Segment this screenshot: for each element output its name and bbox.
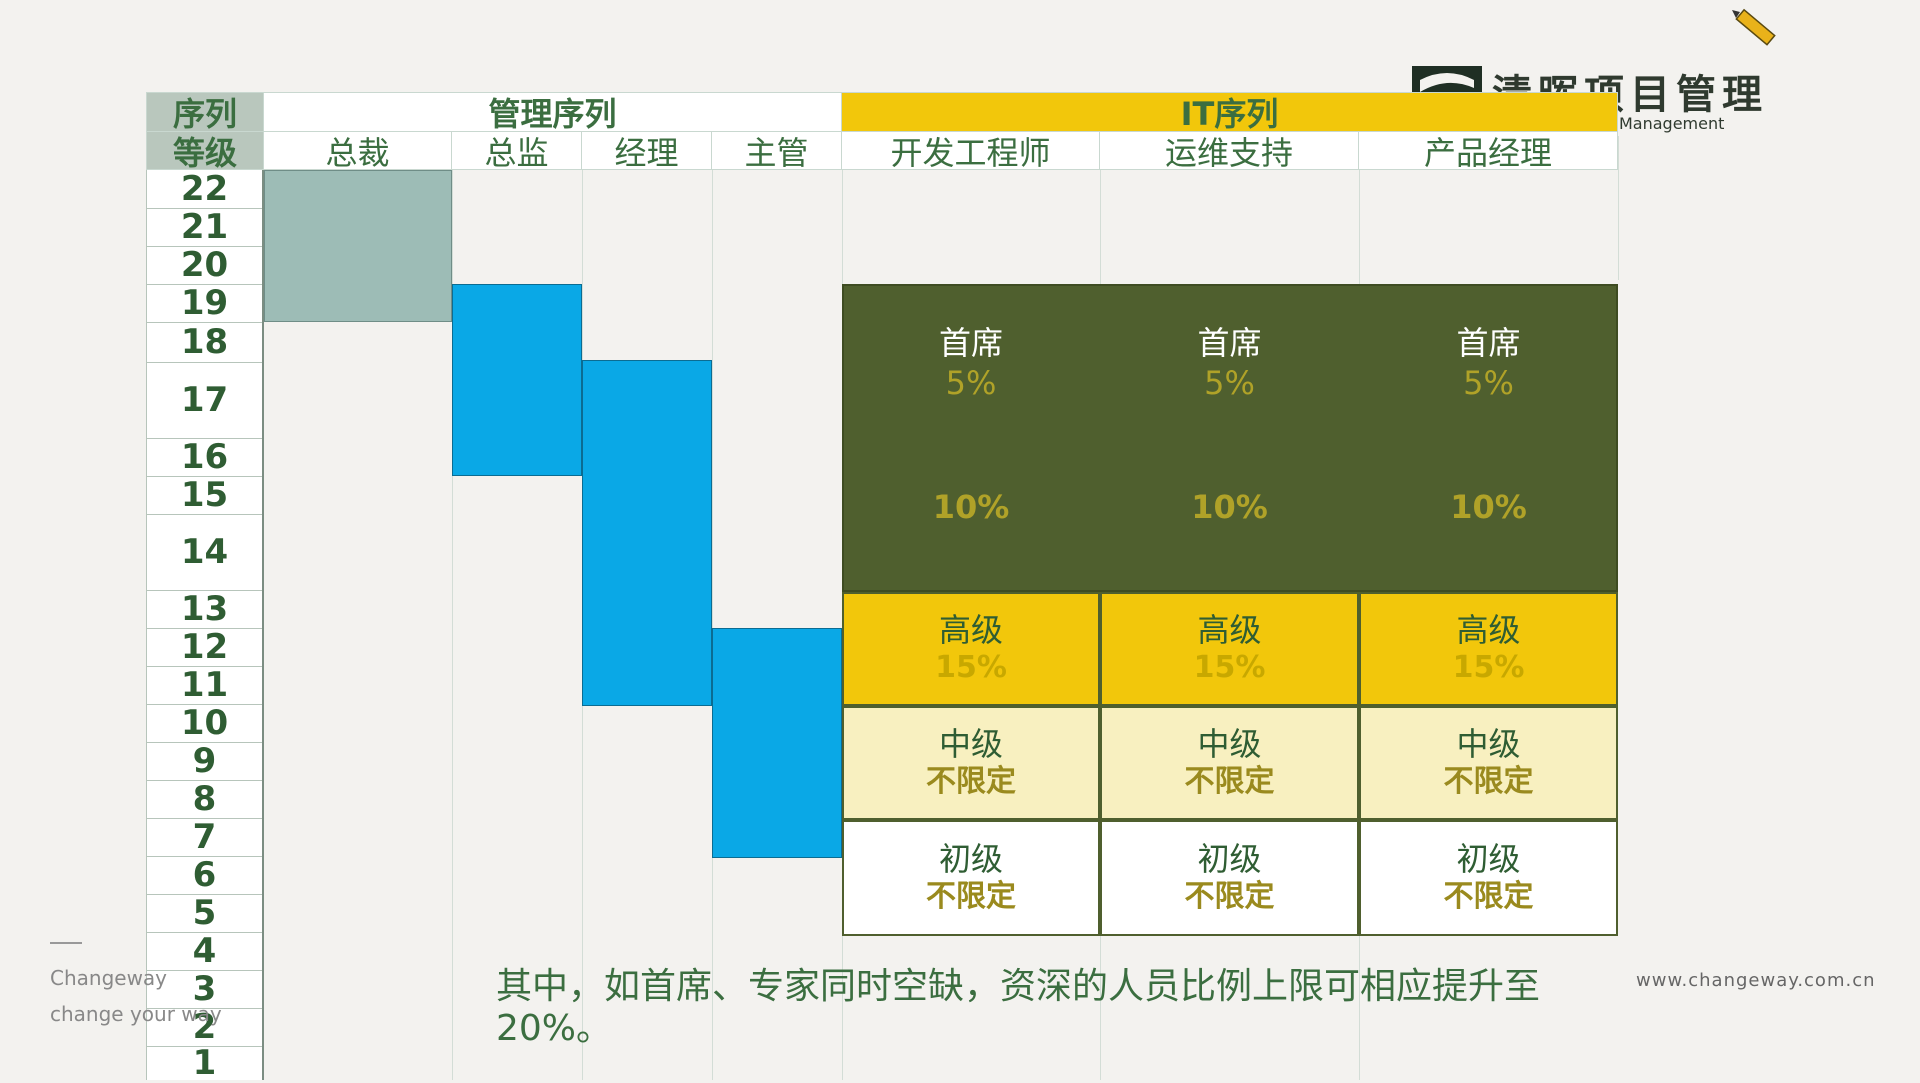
grade-cell: 3	[147, 969, 262, 1009]
junior-developer: 初级 不限定	[842, 820, 1100, 936]
senior-title: 高级	[938, 611, 1003, 649]
chief-ops: 首席 5% 10%	[1100, 318, 1359, 526]
senior-title: 高级	[1197, 611, 1262, 649]
grade-cell: 6	[147, 855, 262, 895]
grade-cell: 13	[147, 589, 262, 629]
senior-value: 15%	[1193, 650, 1266, 685]
role-label: 产品经理	[1423, 133, 1552, 172]
mid-title: 中级	[938, 725, 1003, 763]
chief-pct-bottom: 10%	[932, 488, 1010, 526]
senior-title: 高级	[1456, 611, 1521, 649]
chief-pct-top: 5%	[1463, 364, 1514, 402]
role-label: 经理	[614, 133, 679, 172]
grade-cell: 12	[147, 627, 262, 667]
junior-value: 不限定	[926, 879, 1016, 914]
role-ops-support: 运维支持	[1100, 132, 1359, 172]
grade-cell: 10	[147, 703, 262, 743]
chief-title: 首席	[1197, 324, 1262, 362]
it-title: IT序列	[1180, 95, 1279, 133]
director-grade-block	[452, 284, 582, 476]
role-developer: 开发工程师	[842, 132, 1100, 172]
chief-pct-bottom: 10%	[1191, 488, 1268, 526]
chief-title: 首席	[938, 324, 1003, 362]
role-label: 总裁	[325, 133, 390, 172]
mid-product: 中级 不限定	[1359, 706, 1618, 820]
chief-pct-bottom: 10%	[1450, 488, 1527, 526]
chief-title: 首席	[1456, 324, 1521, 362]
junior-value: 不限定	[1443, 879, 1534, 914]
role-product-manager: 产品经理	[1359, 132, 1618, 172]
grade-cell: 9	[147, 741, 262, 781]
senior-value: 15%	[1452, 650, 1525, 685]
junior-ops: 初级 不限定	[1100, 820, 1359, 936]
senior-developer: 高级 15%	[842, 592, 1100, 706]
senior-product: 高级 15%	[1359, 592, 1618, 706]
chief-pct-top: 5%	[1204, 364, 1255, 402]
junior-title: 初级	[1197, 840, 1262, 878]
mid-value: 不限定	[1443, 764, 1534, 799]
grade-cell: 5	[147, 893, 262, 933]
grade-cell: 4	[147, 931, 262, 971]
grade-cell: 2	[147, 1007, 262, 1047]
manager-grade-block	[582, 360, 712, 706]
footer-website: www.changeway.com.cn	[1636, 970, 1876, 991]
footer-divider	[50, 942, 82, 944]
supervisor-grade-block	[712, 628, 842, 858]
grade-cell: 8	[147, 779, 262, 819]
grade-cell: 14	[147, 514, 262, 591]
role-manager: 经理	[582, 132, 712, 172]
mid-developer: 中级 不限定	[842, 706, 1100, 820]
grade-header: 等级	[146, 132, 264, 172]
role-label: 主管	[744, 133, 809, 172]
senior-ops: 高级 15%	[1100, 592, 1359, 706]
role-label: 总监	[484, 133, 549, 172]
footer-brand-tagline: change your way	[50, 1002, 222, 1026]
grade-cell: 22	[147, 169, 262, 209]
chief-level-area	[842, 284, 1618, 592]
mid-ops: 中级 不限定	[1100, 706, 1359, 820]
mid-title: 中级	[1456, 725, 1521, 763]
role-director: 总监	[452, 132, 582, 172]
grid-line	[452, 136, 453, 1080]
grade-cell: 19	[147, 283, 262, 323]
chief-pct-top: 5%	[945, 364, 997, 402]
senior-value: 15%	[935, 650, 1007, 685]
grade-cell: 20	[147, 245, 262, 285]
sequence-header: 序列	[146, 92, 264, 133]
grade-column: 22 21 20 19 18 17 16 15 14 13 12 11 10 9…	[146, 169, 264, 1083]
grade-cell: 17	[147, 362, 262, 439]
president-grade-block	[264, 170, 452, 322]
sequence-label: 序列	[172, 95, 237, 133]
junior-product: 初级 不限定	[1359, 820, 1618, 936]
pencil-icon	[1732, 8, 1776, 46]
footnote-text: 其中，如首席、专家同时空缺，资深的人员比例上限可相应提升至20%。	[496, 966, 1541, 1049]
grade-cell: 18	[147, 322, 262, 363]
role-supervisor: 主管	[712, 132, 842, 172]
grade-label: 等级	[172, 133, 237, 172]
mid-value: 不限定	[1184, 764, 1275, 799]
mid-title: 中级	[1197, 725, 1262, 763]
junior-title: 初级	[1456, 840, 1521, 878]
grade-cell: 7	[147, 817, 262, 857]
grid-line	[1618, 136, 1619, 280]
grade-cell: 15	[147, 475, 262, 515]
footer-brand-name: Changeway	[50, 966, 168, 990]
management-title: 管理序列	[488, 95, 617, 133]
management-sequence-header: 管理序列	[264, 92, 842, 133]
junior-value: 不限定	[1184, 879, 1275, 914]
grade-cell: 11	[147, 665, 262, 705]
it-sequence-header: IT序列	[842, 92, 1618, 133]
role-label: 运维支持	[1164, 133, 1293, 172]
chief-developer: 首席 5% 10%	[842, 318, 1100, 526]
grid-line	[712, 136, 713, 1080]
role-president: 总裁	[264, 132, 452, 172]
role-label: 开发工程师	[890, 133, 1051, 172]
grade-cell: 1	[192, 1043, 217, 1083]
grade-cell: 16	[147, 437, 262, 477]
grade-cell: 21	[147, 207, 262, 247]
mid-value: 不限定	[926, 764, 1016, 799]
chief-product: 首席 5% 10%	[1359, 318, 1618, 526]
junior-title: 初级	[938, 840, 1003, 878]
